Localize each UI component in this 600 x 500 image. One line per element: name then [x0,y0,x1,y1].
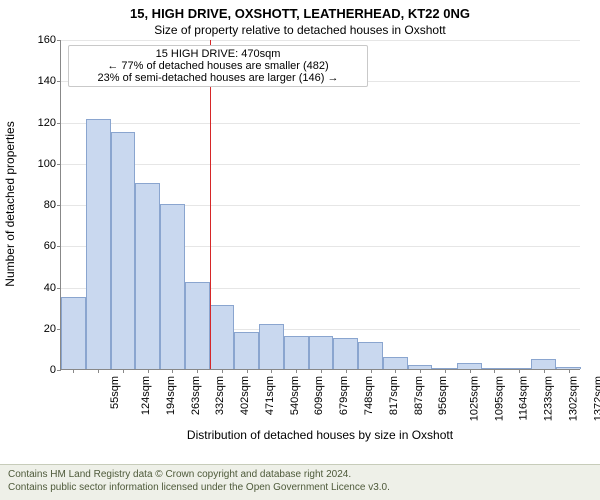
footer-line-1: Contains HM Land Registry data © Crown c… [8,469,592,482]
x-tick-label: 540sqm [289,376,301,415]
x-tick-label: 679sqm [338,376,350,415]
x-tick [148,369,149,373]
y-tick [57,288,61,289]
x-tick-label: 1025sqm [468,376,480,421]
histogram-bar [309,336,334,369]
x-tick [247,369,248,373]
x-tick-label: 402sqm [239,376,251,415]
property-marker-line [210,40,211,369]
y-tick-label: 100 [16,158,56,170]
x-tick [296,369,297,373]
x-tick-label: 748sqm [363,376,375,415]
y-tick-label: 140 [16,75,56,87]
x-tick [73,369,74,373]
x-tick [222,369,223,373]
y-tick [57,123,61,124]
x-tick [321,369,322,373]
histogram-bar [185,282,210,369]
y-tick [57,246,61,247]
histogram-bar [61,297,86,369]
x-tick [123,369,124,373]
x-tick [371,369,372,373]
annotation-box: 15 HIGH DRIVE: 470sqm ← 77% of detached … [68,45,368,87]
y-tick-label: 160 [16,34,56,46]
x-tick-label: 332sqm [215,376,227,415]
y-tick [57,205,61,206]
y-tick-label: 120 [16,117,56,129]
y-gridline [61,164,580,165]
x-tick-label: 1302sqm [567,376,579,421]
footer: Contains HM Land Registry data © Crown c… [0,465,600,500]
y-tick-label: 20 [16,323,56,335]
histogram-bar [111,132,136,369]
x-tick [569,369,570,373]
histogram-bar [333,338,358,369]
x-tick [395,369,396,373]
x-tick [544,369,545,373]
plot-area [60,40,580,370]
x-tick [172,369,173,373]
chart-subtitle: Size of property relative to detached ho… [0,21,600,37]
x-tick [470,369,471,373]
annotation-line-2: ← 77% of detached houses are smaller (48… [75,60,361,72]
x-tick [519,369,520,373]
y-tick-label: 0 [16,364,56,376]
y-tick [57,164,61,165]
histogram-bar [210,305,235,369]
x-tick [197,369,198,373]
x-tick [346,369,347,373]
histogram-bar [259,324,284,369]
annotation-line-1: 15 HIGH DRIVE: 470sqm [75,48,361,60]
y-gridline [61,123,580,124]
y-tick [57,370,61,371]
y-gridline [61,40,580,41]
y-tick-label: 60 [16,240,56,252]
histogram-bar [160,204,185,369]
histogram-bar [234,332,259,369]
chart-container: 15, HIGH DRIVE, OXSHOTT, LEATHERHEAD, KT… [0,0,600,500]
histogram-bar [86,119,111,369]
histogram-bar [531,359,556,369]
x-tick-label: 1372sqm [592,376,600,421]
x-tick-label: 471sqm [264,376,276,415]
x-tick [494,369,495,373]
x-axis-label: Distribution of detached houses by size … [60,428,580,442]
y-tick [57,81,61,82]
footer-line-2: Contains public sector information licen… [8,482,592,495]
x-tick-label: 887sqm [413,376,425,415]
histogram-bar [284,336,309,369]
x-tick [420,369,421,373]
histogram-bar [383,357,408,369]
x-tick-label: 1233sqm [543,376,555,421]
y-tick-label: 80 [16,199,56,211]
x-tick-label: 817sqm [388,376,400,415]
x-tick-label: 1164sqm [517,376,529,420]
histogram-bar [135,183,160,369]
x-tick-label: 263sqm [190,376,202,415]
x-tick [98,369,99,373]
x-tick [445,369,446,373]
annotation-line-3: 23% of semi-detached houses are larger (… [75,72,361,84]
y-tick [57,40,61,41]
x-tick-label: 956sqm [437,376,449,415]
x-tick-label: 609sqm [314,376,326,415]
histogram-bar [358,342,383,369]
x-tick-label: 194sqm [165,376,177,415]
x-tick-label: 1095sqm [493,376,505,421]
chart-title: 15, HIGH DRIVE, OXSHOTT, LEATHERHEAD, KT… [0,0,600,21]
y-tick-label: 40 [16,282,56,294]
x-tick-label: 124sqm [140,376,152,415]
x-tick [271,369,272,373]
x-tick-label: 55sqm [109,376,121,409]
y-axis-label: Number of detached properties [3,104,17,304]
